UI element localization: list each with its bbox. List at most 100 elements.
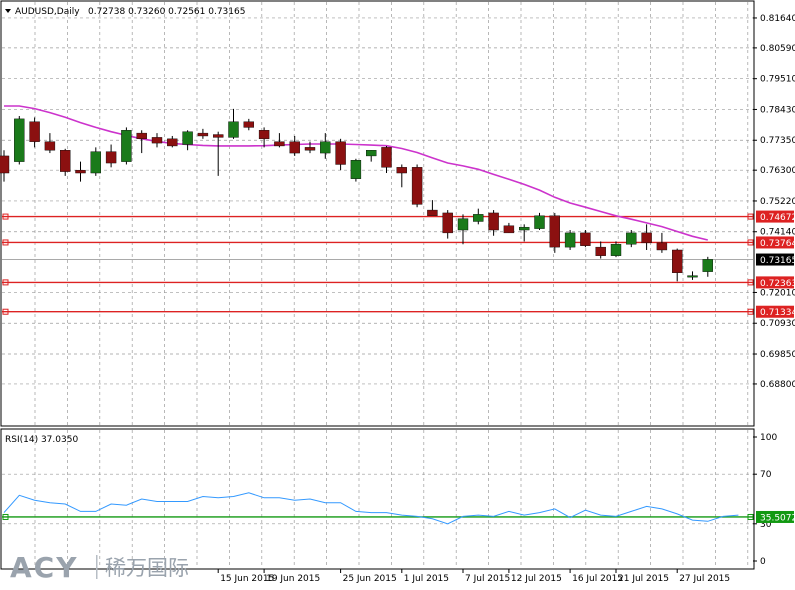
level-handle	[747, 239, 754, 246]
bear-candle	[289, 141, 300, 154]
bear-candle	[580, 232, 591, 246]
bull-candle	[121, 130, 132, 162]
price-tags: 0.74672 0.73764 0.72363 0.71334 0.73165 35.50…	[756, 210, 795, 523]
price-axis-label: 0.74140	[760, 228, 795, 238]
bear-candle	[167, 138, 178, 147]
price-panel-frame	[0, 0, 755, 427]
price-axis-label: 0.76300	[760, 166, 795, 176]
level-handle	[2, 239, 9, 246]
price-axis-label: 0.81640	[760, 14, 795, 24]
rsi-level-tag-box	[756, 510, 794, 523]
dropdown-triangle-icon[interactable]	[5, 9, 11, 13]
price-axis: 0.81640 0.80590 0.79510 0.78430 0.77350 0.763…	[753, 14, 795, 390]
bear-candle	[75, 169, 86, 174]
bull-candle	[473, 214, 484, 222]
bear-candle	[442, 212, 453, 234]
level-price-tag-box	[756, 210, 794, 223]
bull-candle	[228, 121, 239, 138]
bear-candle	[304, 147, 316, 151]
bull-candle	[90, 151, 102, 174]
time-axis-label: 25 Jun 2015	[343, 574, 397, 584]
rsi-axis: 100 70 30 0	[753, 433, 777, 567]
bull-candle	[534, 215, 545, 229]
rsi-axis-label: 30	[760, 520, 772, 530]
bear-candle	[274, 141, 285, 147]
bull-candle	[14, 118, 25, 162]
level-price-tag: 0.73764	[760, 239, 795, 249]
bear-candle	[44, 141, 56, 151]
price-axis-label: 0.70930	[760, 319, 795, 329]
price-axis-label: 0.69850	[760, 350, 795, 360]
ohlc-values: 0.72738 0.73260 0.72561 0.73165	[88, 7, 245, 17]
level-price-tag-box	[756, 305, 794, 318]
bull-candle	[626, 232, 637, 245]
rsi-level-tag: 35.5072	[760, 513, 795, 523]
time-axis-label: 16 Jul 2015	[572, 574, 623, 584]
price-axis-label: 0.78430	[760, 105, 795, 115]
price-axis-label: 0.80590	[760, 44, 795, 54]
rsi-panel-frame	[0, 428, 755, 570]
level-handle	[2, 213, 9, 220]
bear-candle	[197, 132, 209, 137]
price-axis-label: 0.77350	[760, 136, 795, 146]
bear-candle	[0, 155, 10, 174]
time-axis-label: 12 Jul 2015	[511, 574, 562, 584]
last-price-tag: 0.73165	[760, 256, 795, 266]
bull-candle	[182, 131, 193, 145]
level-price-tag: 0.74672	[760, 213, 795, 223]
rsi-label: RSI(14) 37.0350	[5, 435, 78, 445]
grid	[2, 2, 753, 568]
rsi-axis-label: 100	[760, 433, 777, 443]
bear-candle	[595, 246, 606, 256]
time-axis-label: 15 Jun 2015	[220, 574, 274, 584]
watermark-divider	[96, 555, 98, 579]
bear-candle	[672, 249, 683, 273]
level-price-tag: 0.71334	[760, 308, 795, 318]
level-handle	[747, 279, 754, 286]
bear-candle	[427, 209, 438, 216]
time-axis-label: 19 Jun 2015	[266, 574, 320, 584]
bear-candle	[396, 167, 407, 174]
level-price-tag-box	[756, 236, 794, 249]
bear-candle	[503, 225, 515, 234]
price-axis-label: 0.72010	[760, 288, 795, 298]
bull-candle	[366, 150, 377, 157]
bear-candle	[243, 121, 255, 128]
symbol-label: AUDUSD,Daily	[15, 7, 80, 17]
level-price-tag-box	[756, 276, 794, 289]
time-axis-label: 21 Jul 2015	[618, 574, 669, 584]
rsi-level-handle	[747, 513, 754, 520]
rsi-level-handle	[2, 513, 9, 520]
bull-candle	[519, 226, 530, 231]
bull-candle	[457, 218, 469, 231]
bear-candle	[29, 121, 40, 142]
bear-candle	[411, 167, 423, 205]
level-price-tag: 0.72363	[760, 279, 795, 289]
bull-candle	[687, 275, 698, 278]
rsi-line	[3, 492, 739, 525]
bear-candle	[488, 212, 499, 231]
bear-candle	[136, 132, 147, 140]
bull-candle	[702, 259, 713, 272]
rsi-axis-label: 0	[760, 557, 766, 567]
bear-candle	[151, 137, 163, 144]
level-handle	[747, 213, 754, 220]
bear-candle	[549, 215, 560, 248]
time-axis-label: 27 Jul 2015	[679, 574, 730, 584]
bull-candle	[610, 244, 622, 256]
time-axis-label: 1 Jul 2015	[404, 574, 449, 584]
bear-candle	[105, 151, 117, 164]
price-axis-label: 0.68800	[760, 380, 795, 390]
bear-candle	[212, 134, 224, 138]
watermark-cn-text: 稀万国际	[105, 556, 189, 580]
time-axis-label: 7 Jul 2015	[465, 574, 510, 584]
rsi-series	[2, 492, 754, 525]
price-levels	[2, 213, 754, 315]
last-price-tag-box	[756, 253, 794, 266]
rsi-axis-label: 70	[760, 470, 772, 480]
level-handle	[747, 308, 754, 315]
level-handle	[2, 279, 9, 286]
bear-candle	[60, 150, 71, 172]
